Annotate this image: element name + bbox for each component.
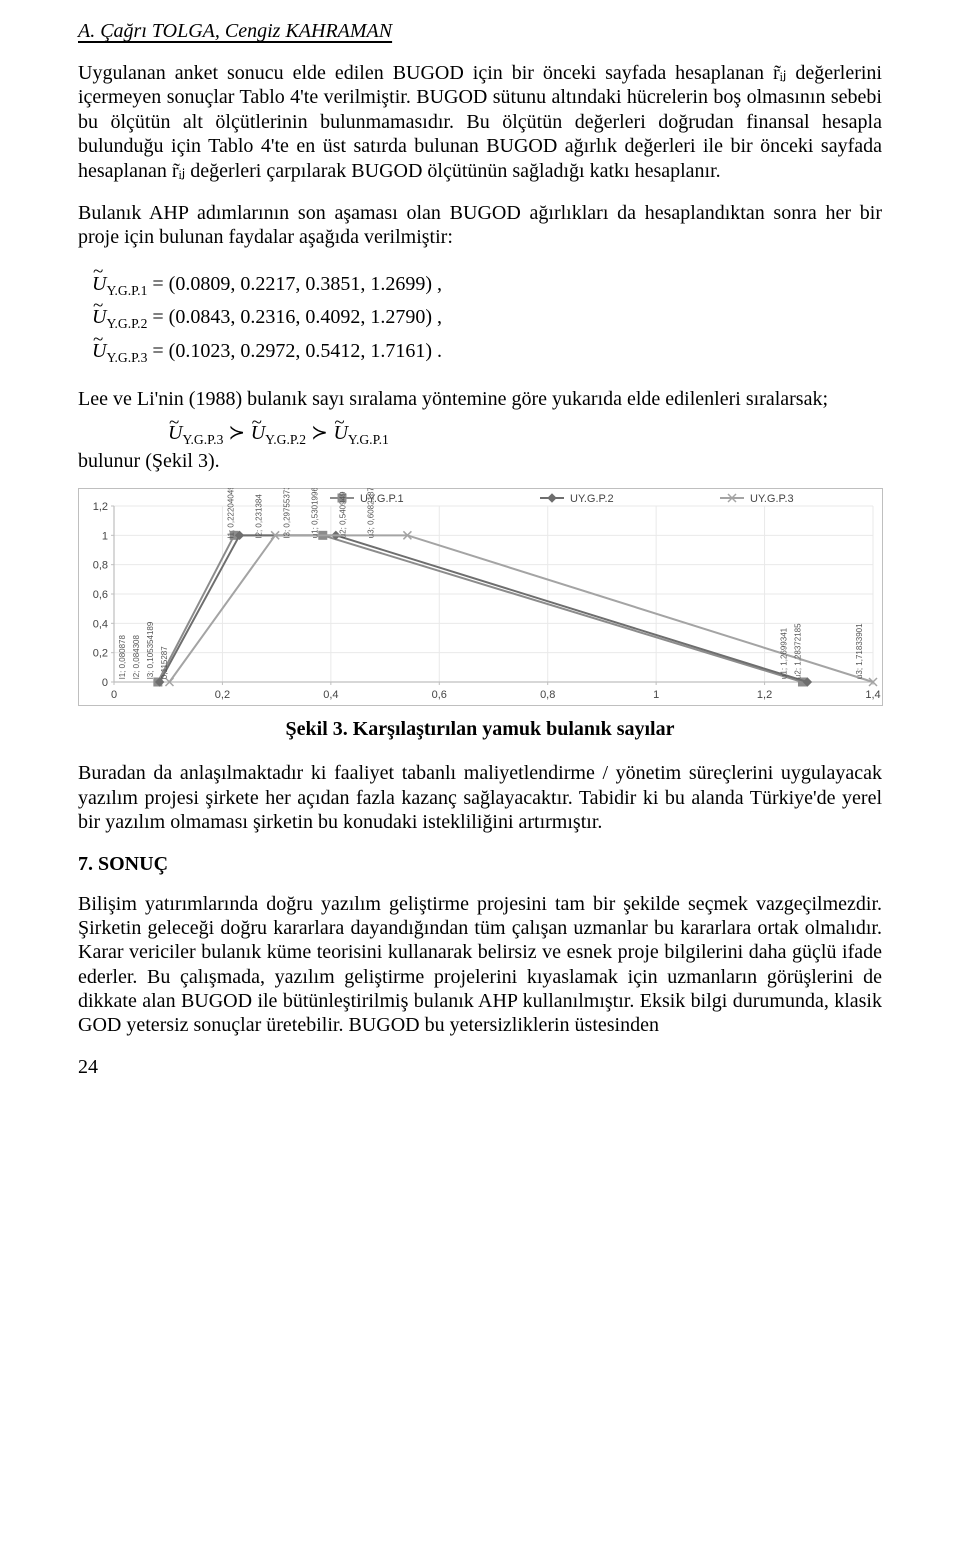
svg-text:u1; 0,530199617: u1; 0,530199617 bbox=[310, 488, 319, 538]
svg-text:0,115287: 0,115287 bbox=[160, 646, 169, 679]
eq-line-1: UY.G.P.1 = (0.0809, 0.2217, 0.3851, 1.26… bbox=[92, 268, 882, 302]
svg-text:l1; 0,222040496: l1; 0,222040496 bbox=[226, 488, 235, 538]
svg-text:1,4: 1,4 bbox=[865, 689, 880, 701]
svg-text:u3; 1,71833901: u3; 1,71833901 bbox=[855, 623, 864, 679]
paragraph-4: Buradan da anlaşılmaktadır ki faaliyet t… bbox=[78, 761, 882, 834]
svg-text:UY.G.P.2: UY.G.P.2 bbox=[570, 493, 614, 505]
eq3-val: = (0.1023, 0.2972, 0.5412, 1.7161) . bbox=[147, 340, 442, 362]
relation-block: UY.G.P.3 ≻ UY.G.P.2 ≻ UY.G.P.1 bulunur (… bbox=[78, 421, 882, 474]
svg-text:0,4: 0,4 bbox=[323, 689, 338, 701]
paragraph-5: Bilişim yatırımlarında doğru yazılım gel… bbox=[78, 892, 882, 1038]
svg-text:0,2: 0,2 bbox=[215, 689, 230, 701]
svg-text:UY.G.P.3: UY.G.P.3 bbox=[750, 493, 794, 505]
svg-text:u1; 1,2699341: u1; 1,2699341 bbox=[779, 628, 788, 680]
svg-text:0: 0 bbox=[111, 689, 117, 701]
page-number: 24 bbox=[78, 1056, 882, 1079]
equation-block: UY.G.P.1 = (0.0809, 0.2217, 0.3851, 1.26… bbox=[92, 268, 882, 369]
svg-text:u2; 1,28372185: u2; 1,28372185 bbox=[793, 623, 802, 679]
relation-after: bulunur (Şekil 3). bbox=[78, 449, 882, 474]
svg-text:0,2: 0,2 bbox=[93, 648, 108, 660]
paragraph-3: Lee ve Li'nin (1988) bulanık sayı sırala… bbox=[78, 387, 882, 411]
paragraph-2: Bulanık AHP adımlarının son aşaması olan… bbox=[78, 201, 882, 250]
svg-text:u3; 0,608218779: u3; 0,608218779 bbox=[366, 488, 375, 538]
eq2-val: = (0.0843, 0.2316, 0.4092, 1.2790) , bbox=[147, 306, 442, 328]
svg-text:l3; 0,105354189: l3; 0,105354189 bbox=[146, 621, 155, 679]
svg-text:0,6: 0,6 bbox=[432, 689, 447, 701]
svg-text:l2; 0,231384: l2; 0,231384 bbox=[254, 494, 263, 539]
svg-text:0,6: 0,6 bbox=[93, 589, 108, 601]
svg-text:1: 1 bbox=[653, 689, 659, 701]
eq1-val: = (0.0809, 0.2217, 0.3851, 1.2699) , bbox=[147, 273, 442, 295]
figure-3-chart: 0 0,2 0,4 0,6 0,8 1 1,2 0 0,2 0,4 0,6 0,8 1 1,2 1,4 UY.… bbox=[78, 488, 882, 706]
eq-line-2: UY.G.P.2 = (0.0843, 0.2316, 0.4092, 1.27… bbox=[92, 301, 882, 335]
eq-line-3: UY.G.P.3 = (0.1023, 0.2972, 0.5412, 1.71… bbox=[92, 335, 882, 369]
svg-text:0,8: 0,8 bbox=[540, 689, 555, 701]
svg-text:0,8: 0,8 bbox=[93, 560, 108, 572]
svg-text:1,2: 1,2 bbox=[757, 689, 772, 701]
running-header: A. Çağrı TOLGA, Cengiz KAHRAMAN bbox=[78, 20, 882, 43]
figure-3-caption: Şekil 3. Karşılaştırılan yamuk bulanık s… bbox=[78, 718, 882, 741]
section-7-heading: 7. SONUÇ bbox=[78, 853, 882, 876]
svg-text:1,2: 1,2 bbox=[93, 501, 108, 513]
svg-text:l3; 0,297553736: l3; 0,297553736 bbox=[282, 488, 291, 538]
paragraph-1: Uygulanan anket sonucu elde edilen BUGOD… bbox=[78, 61, 882, 183]
svg-text:0: 0 bbox=[102, 677, 108, 689]
svg-text:0,4: 0,4 bbox=[93, 619, 108, 631]
svg-text:l2; 0,084308: l2; 0,084308 bbox=[132, 635, 141, 680]
svg-text:l1; 0,080878: l1; 0,080878 bbox=[118, 635, 127, 680]
svg-text:u2; 0,540949: u2; 0,540949 bbox=[338, 491, 347, 538]
svg-text:1: 1 bbox=[102, 531, 108, 543]
